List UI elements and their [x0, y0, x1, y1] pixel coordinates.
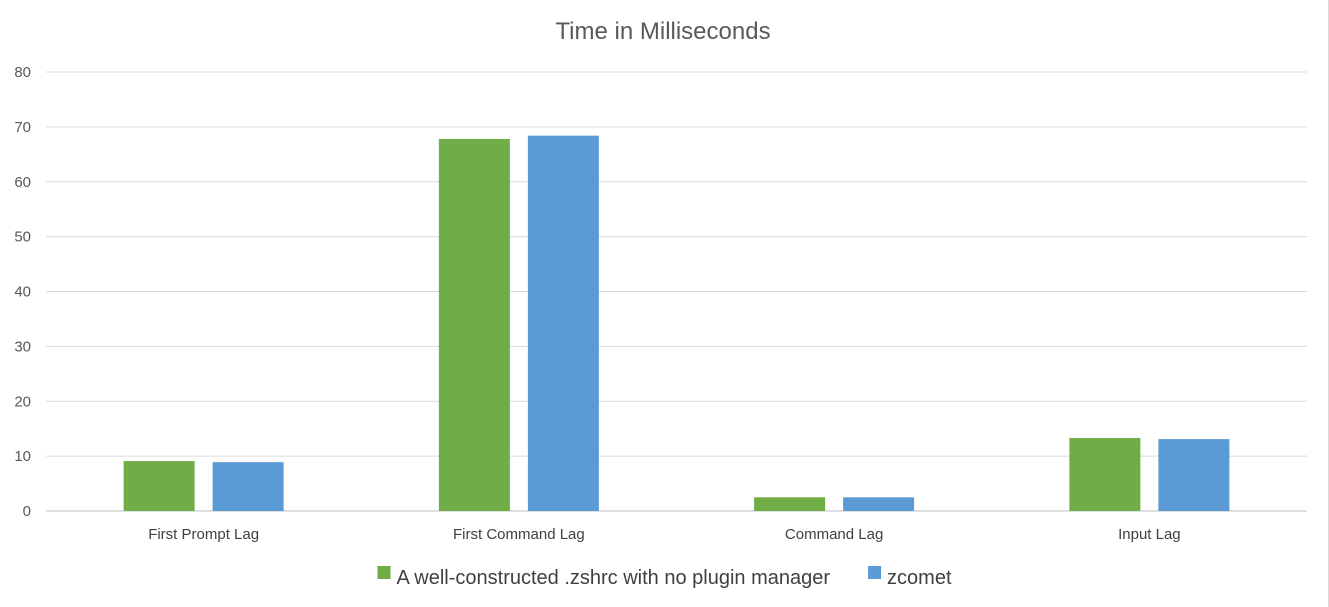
legend-item: A well-constructed .zshrc with no plugin… [377, 566, 830, 589]
bar-zcomet [1158, 439, 1230, 511]
bars [123, 135, 1230, 511]
y-tick-label: 80 [14, 64, 31, 81]
legend-swatch [868, 566, 882, 579]
y-axis-ticks: 0 10 20 30 40 50 60 70 80 [14, 64, 31, 520]
legend-label: A well-constructed .zshrc with no plugin… [396, 567, 830, 589]
legend-swatch [377, 566, 391, 579]
x-category-label: First Command Lag [453, 526, 585, 543]
chart-title: Time in Milliseconds [555, 18, 770, 45]
legend: A well-constructed .zshrc with no plugin… [377, 566, 952, 589]
y-tick-label: 40 [14, 284, 31, 301]
y-tick-label: 30 [14, 338, 31, 355]
y-tick-label: 60 [14, 174, 31, 191]
y-tick-label: 70 [14, 119, 31, 136]
gridlines [46, 71, 1307, 512]
bar-zshrc [754, 497, 826, 511]
y-tick-label: 50 [14, 229, 31, 246]
x-category-label: Input Lag [1118, 526, 1181, 543]
legend-label: zcomet [887, 567, 952, 589]
bar-zshrc [1069, 438, 1141, 511]
y-tick-label: 10 [14, 448, 31, 465]
bar-zshrc [123, 461, 195, 511]
legend-item: zcomet [868, 566, 952, 589]
x-axis-categories: First Prompt Lag First Command Lag Command… [148, 526, 1180, 543]
bar-zcomet [843, 497, 915, 511]
x-category-label: Command Lag [785, 526, 883, 543]
y-tick-label: 20 [14, 393, 31, 410]
bar-zshrc [438, 138, 510, 511]
bar-zcomet [527, 135, 599, 511]
y-tick-label: 0 [23, 503, 31, 520]
bar-zcomet [212, 462, 284, 511]
x-category-label: First Prompt Lag [148, 526, 259, 543]
